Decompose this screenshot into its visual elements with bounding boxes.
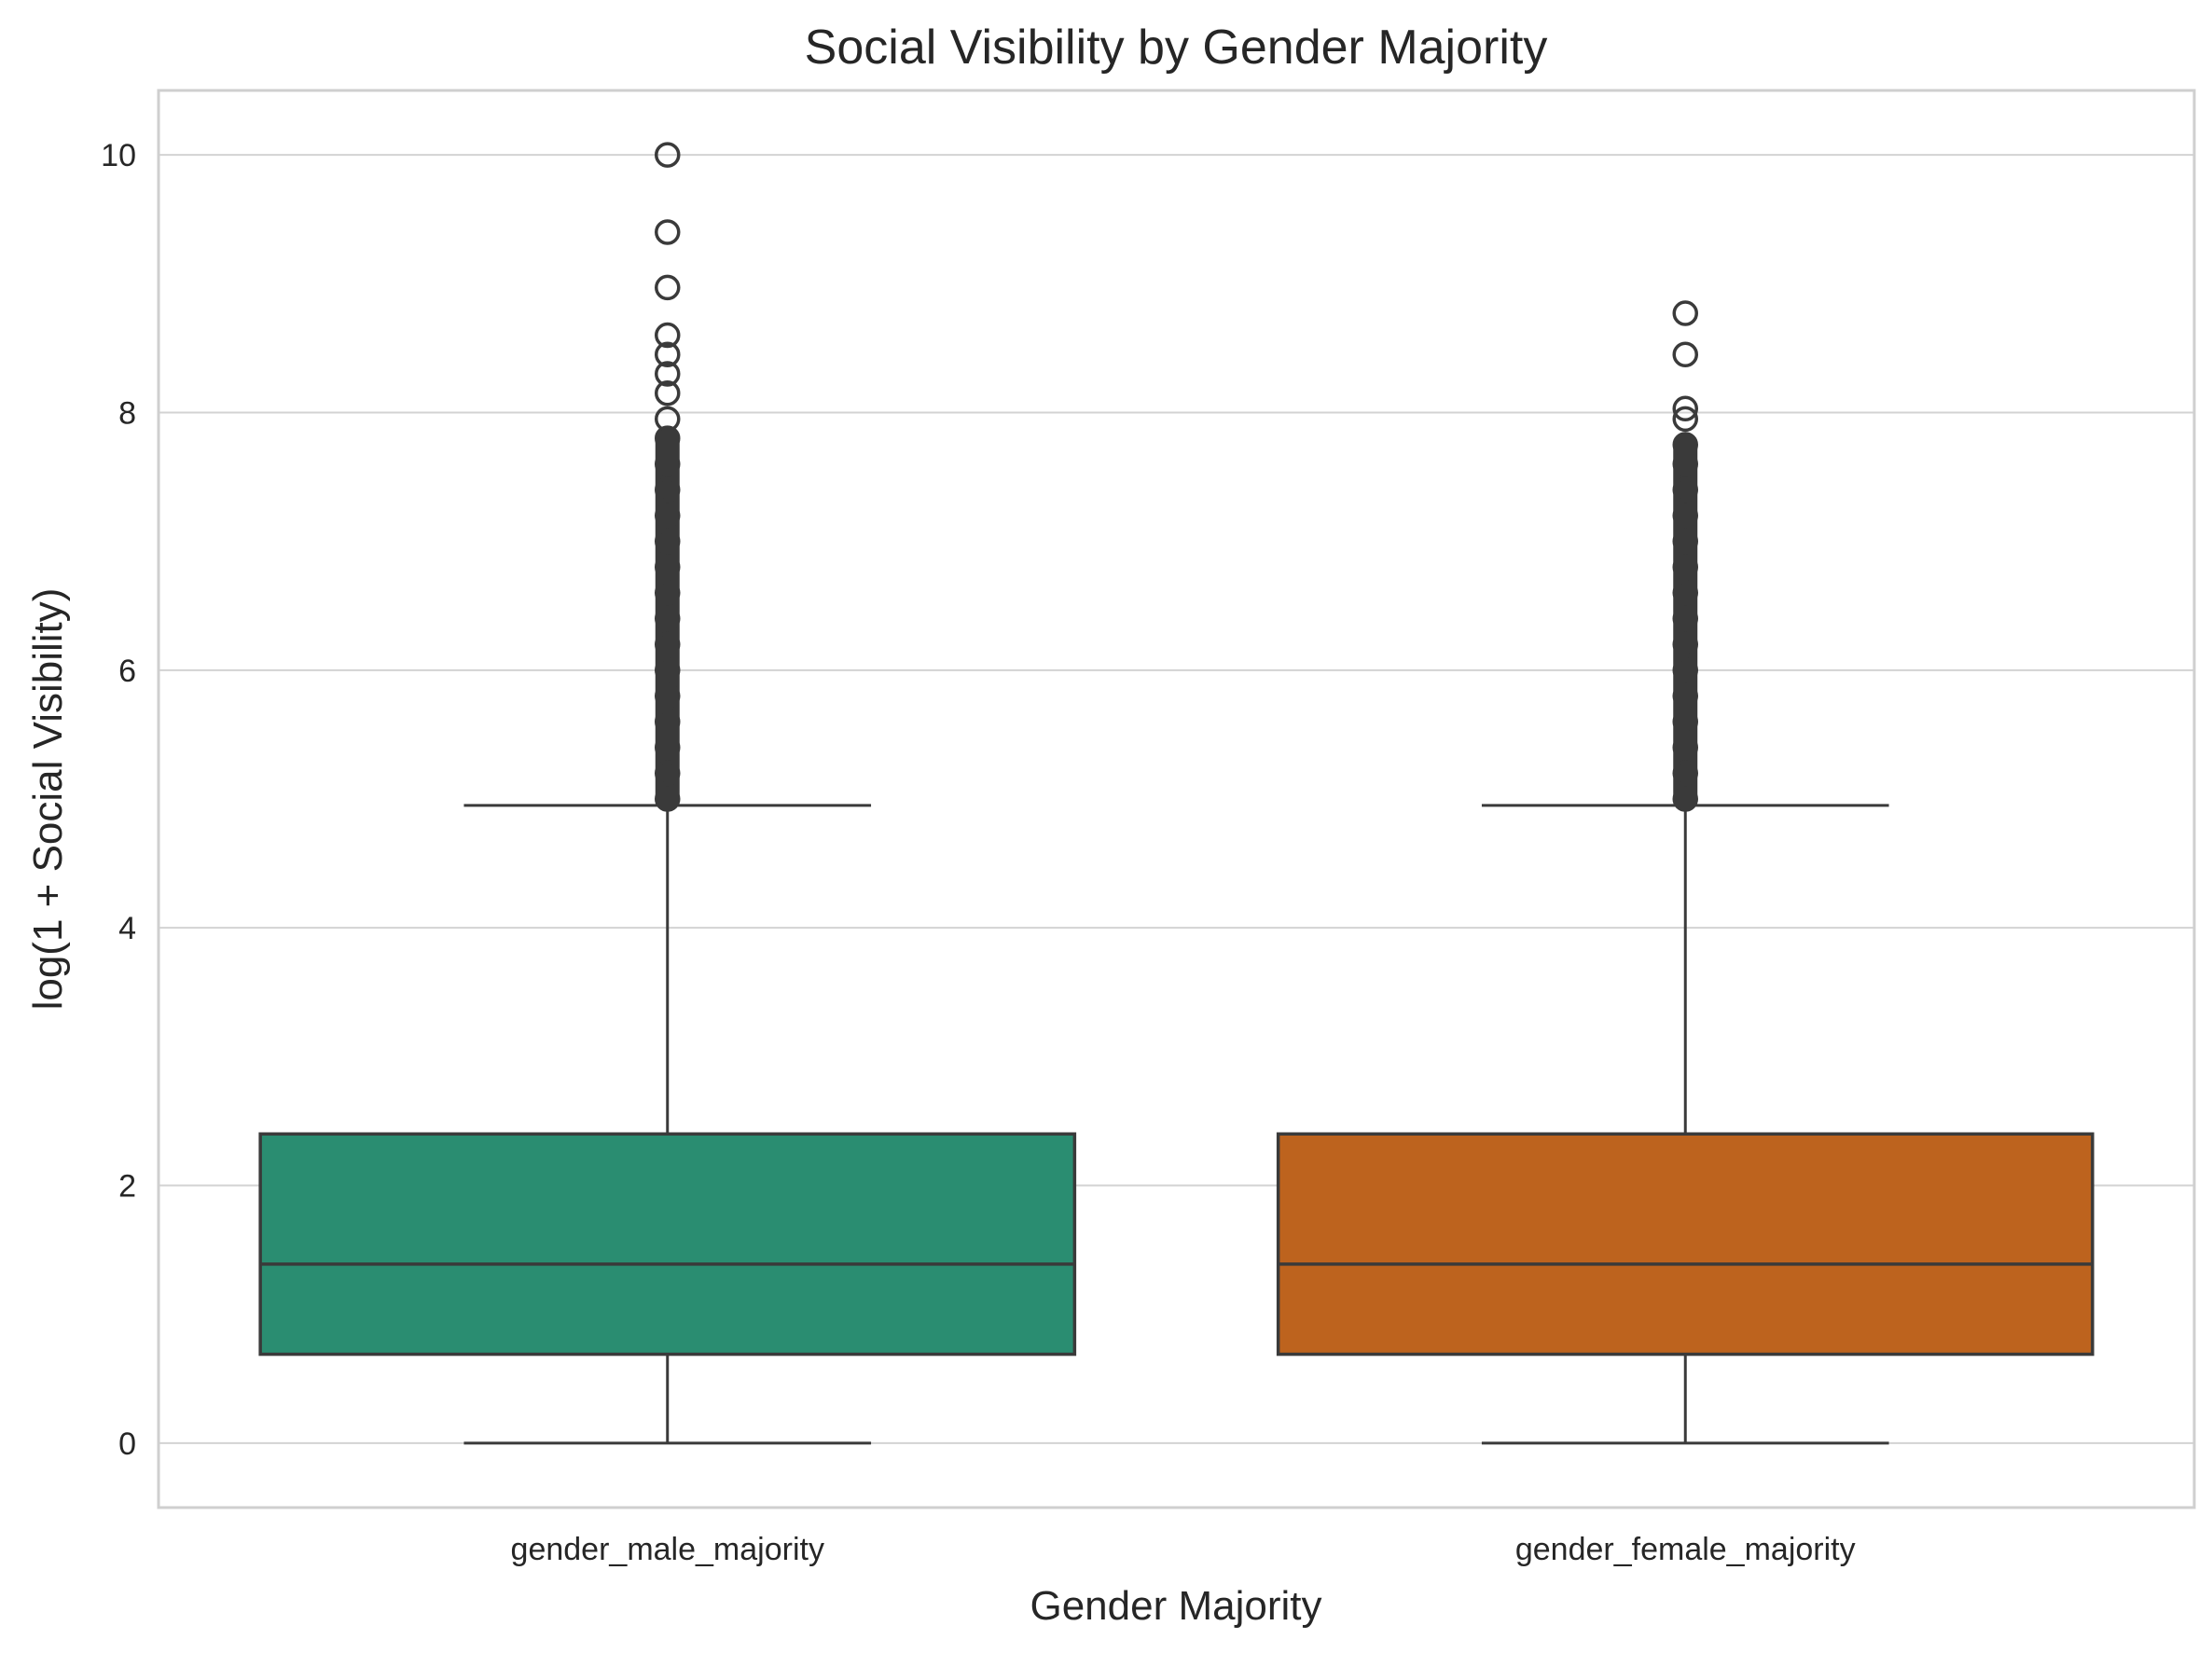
outlier-point bbox=[655, 760, 681, 787]
iqr-box bbox=[1276, 1132, 2094, 1357]
outlier-cluster bbox=[1673, 433, 1698, 811]
outlier-point bbox=[655, 657, 681, 683]
plot-frame bbox=[157, 89, 2196, 1509]
outlier-point bbox=[1672, 786, 1698, 812]
y-tick-label: 4 bbox=[118, 911, 136, 946]
x-tick-labels: gender_male_majority gender_female_majori… bbox=[511, 1532, 1856, 1567]
outlier-point bbox=[655, 450, 681, 477]
outlier-point bbox=[655, 528, 681, 555]
outlier-point bbox=[655, 142, 681, 168]
outlier-point bbox=[655, 631, 681, 657]
box-group-gender_female_majority bbox=[1276, 300, 2094, 1445]
outlier-point bbox=[655, 425, 681, 451]
x-tick-label: gender_male_majority bbox=[511, 1532, 824, 1567]
outlier-point bbox=[1672, 432, 1698, 458]
outlier-point bbox=[655, 786, 681, 812]
y-tick-label: 0 bbox=[118, 1426, 136, 1462]
iqr-box bbox=[258, 1132, 1077, 1357]
chart-title: Social Visibility by Gender Majority bbox=[805, 21, 1548, 75]
outlier-point bbox=[1672, 605, 1698, 632]
outlier-point bbox=[1672, 631, 1698, 657]
outlier-point bbox=[1672, 503, 1698, 529]
outlier-point bbox=[1672, 341, 1698, 368]
y-axis-title: log(1 + Social Visibility) bbox=[25, 588, 71, 1011]
y-tick-label: 8 bbox=[118, 395, 136, 431]
outlier-point bbox=[655, 734, 681, 761]
outlier-point bbox=[655, 605, 681, 632]
box-plot-marks bbox=[258, 142, 2094, 1445]
outlier-point bbox=[1672, 528, 1698, 555]
outlier-point bbox=[655, 219, 681, 245]
outlier-point bbox=[655, 580, 681, 606]
x-axis-title: Gender Majority bbox=[1030, 1583, 1321, 1629]
y-tick-label: 10 bbox=[101, 138, 136, 173]
outlier-point bbox=[1672, 554, 1698, 581]
outlier-point bbox=[1672, 760, 1698, 787]
x-tick-label: gender_female_majority bbox=[1515, 1532, 1856, 1567]
box-group-gender_male_majority bbox=[258, 142, 1077, 1445]
outlier-point bbox=[655, 361, 681, 387]
outlier-point bbox=[1672, 300, 1698, 326]
outlier-point bbox=[1672, 709, 1698, 735]
outlier-point bbox=[1672, 734, 1698, 761]
outlier-point bbox=[1672, 657, 1698, 683]
outlier-point bbox=[1672, 476, 1698, 503]
y-tick-label: 2 bbox=[118, 1169, 136, 1205]
outlier-point bbox=[655, 379, 681, 406]
outlier-point bbox=[655, 709, 681, 735]
outlier-point bbox=[1672, 450, 1698, 477]
y-tick-label: 6 bbox=[118, 654, 136, 689]
outlier-point bbox=[1672, 406, 1698, 433]
outlier-point bbox=[655, 341, 681, 368]
outlier-point bbox=[655, 322, 681, 349]
outlier-point bbox=[655, 476, 681, 503]
outlier-cluster bbox=[655, 426, 680, 811]
y-tick-labels: 0 2 4 6 8 10 bbox=[101, 138, 136, 1462]
outlier-point bbox=[1672, 395, 1698, 422]
outlier-point bbox=[1672, 580, 1698, 606]
outlier-point bbox=[1672, 682, 1698, 709]
outlier-point bbox=[655, 554, 681, 581]
outlier-point bbox=[655, 406, 681, 433]
outlier-point bbox=[655, 682, 681, 709]
outlier-point bbox=[655, 503, 681, 529]
outlier-point bbox=[655, 274, 681, 301]
